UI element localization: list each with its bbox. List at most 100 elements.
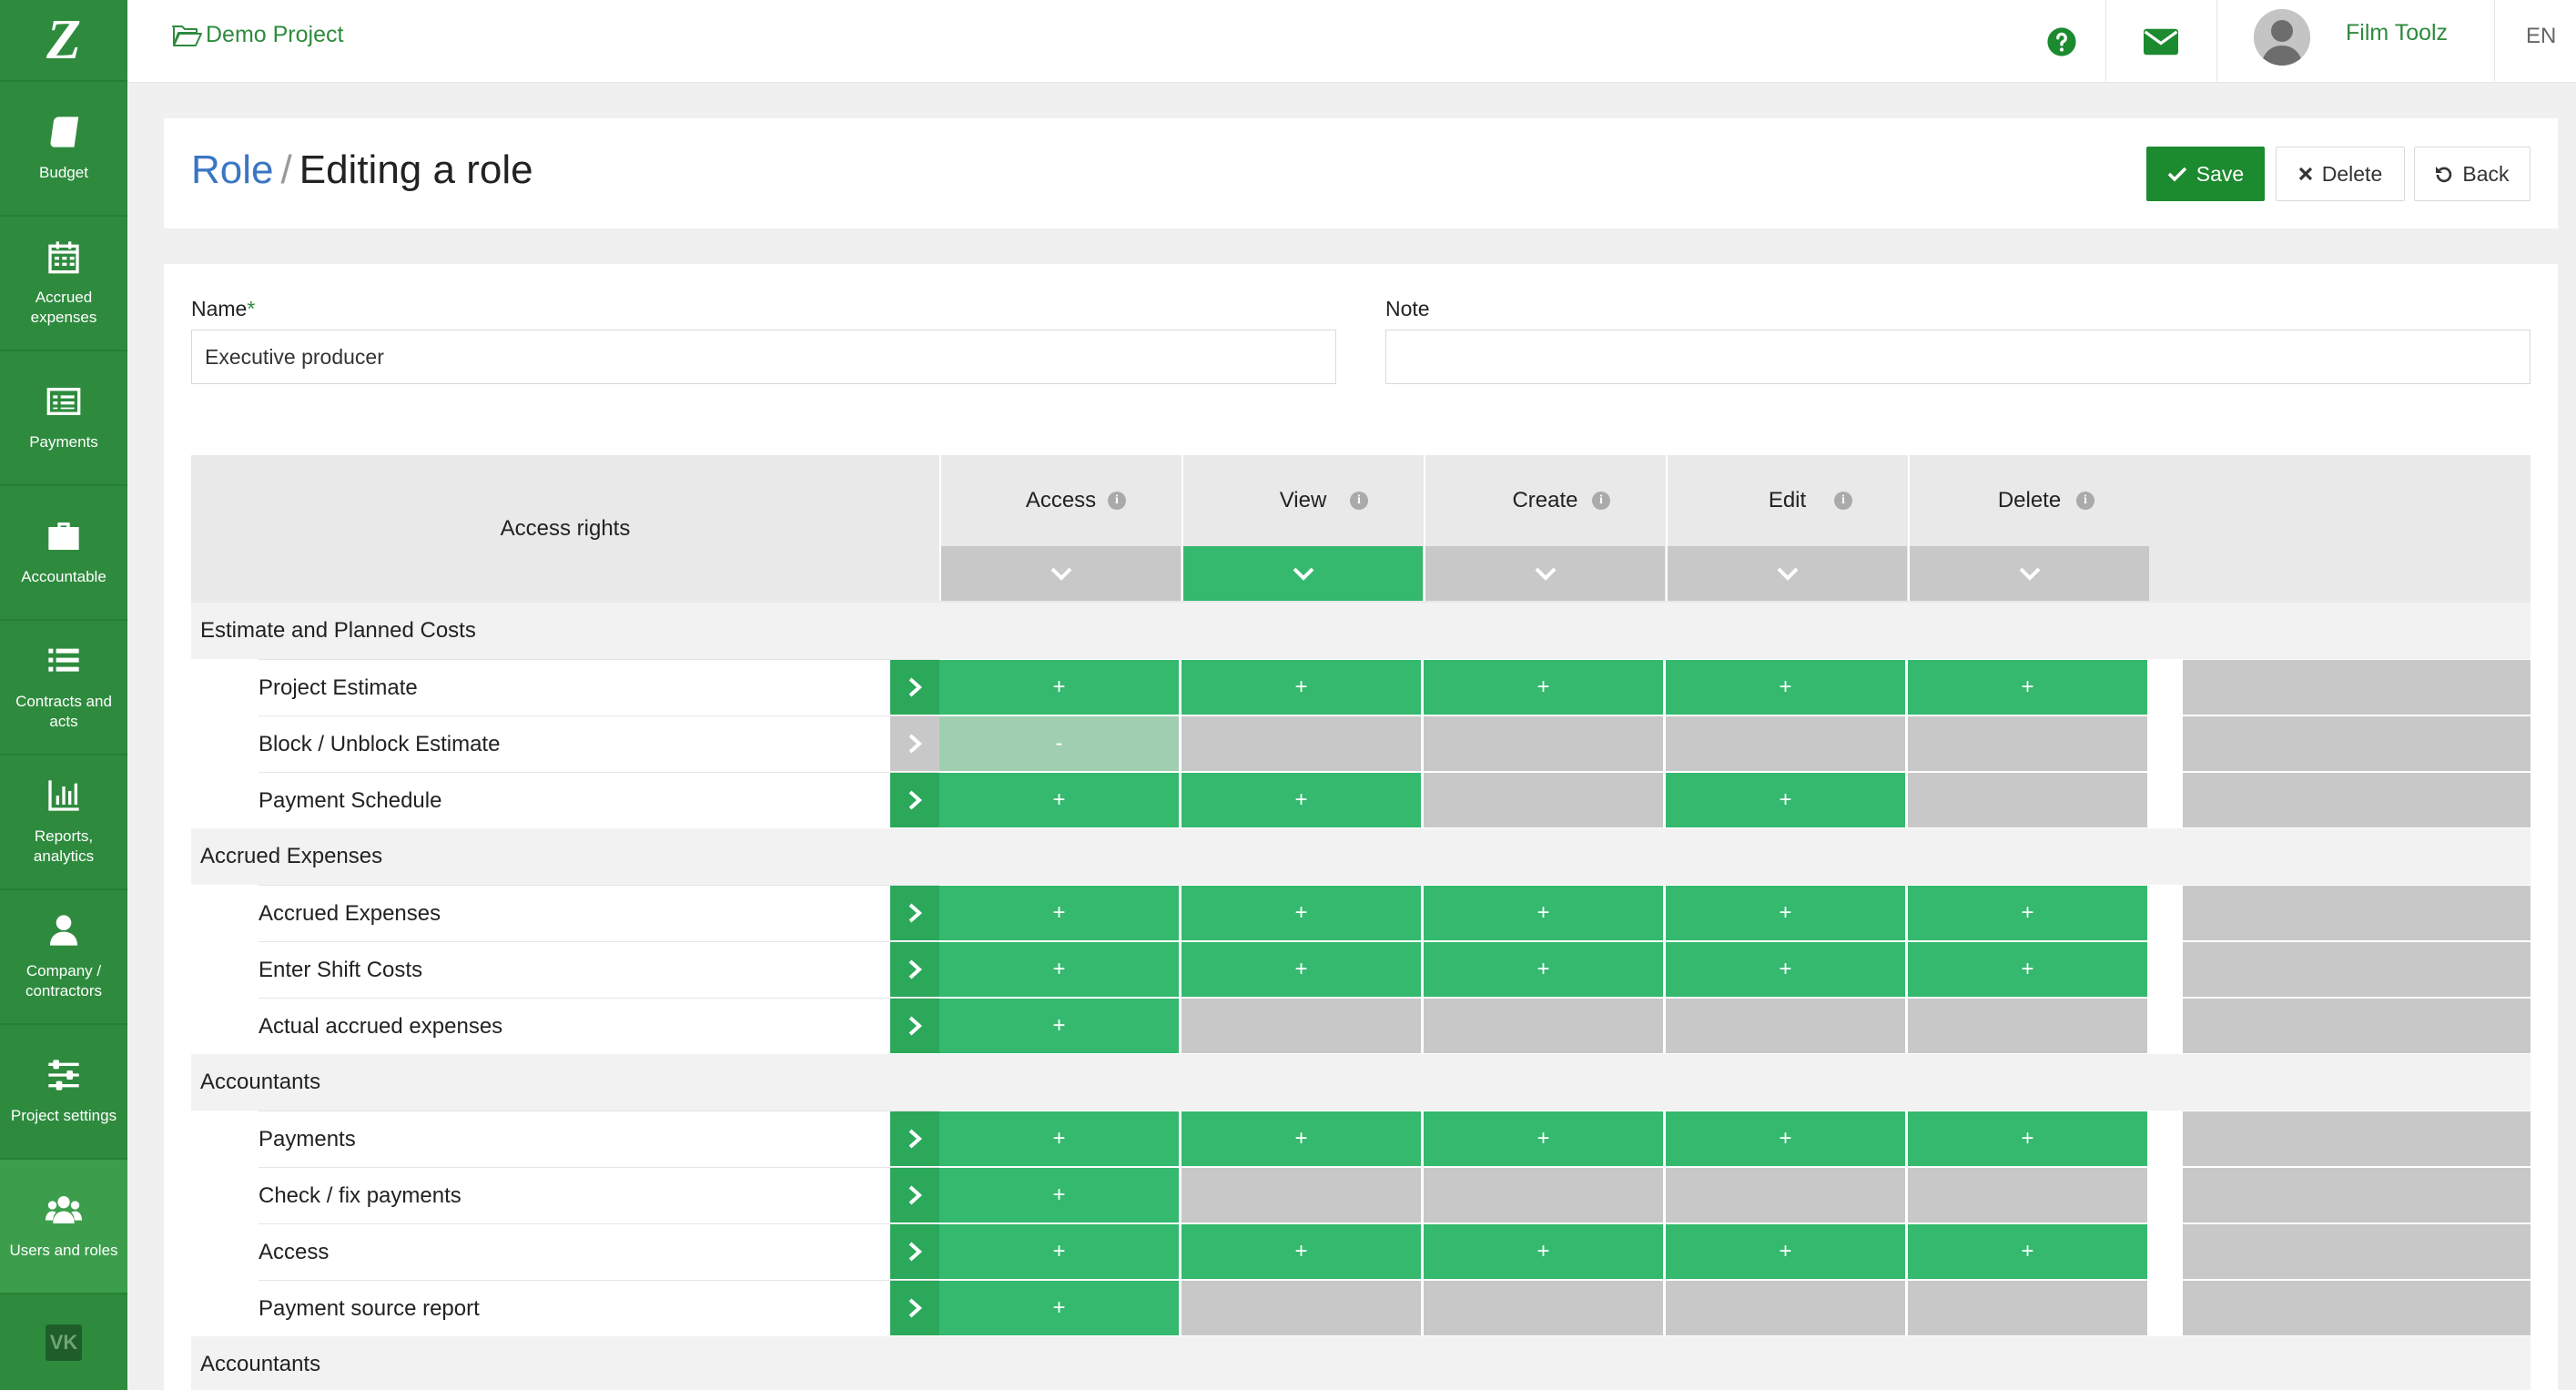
permission-cell-create[interactable]: +: [1424, 1224, 1663, 1279]
page-title: Role / Editing a role: [191, 147, 533, 192]
sidebar-item-project-settings[interactable]: Project settings: [0, 1025, 127, 1160]
role-breadcrumb-link[interactable]: Role: [191, 147, 274, 192]
permission-cell-edit[interactable]: +: [1666, 660, 1905, 715]
delete-button[interactable]: Delete: [2276, 147, 2405, 201]
permission-cell-view[interactable]: +: [1182, 773, 1421, 827]
column-toggle-access[interactable]: [939, 546, 1181, 601]
permission-cell-create[interactable]: +: [1424, 1111, 1663, 1166]
permission-name: Payments: [259, 1111, 939, 1167]
column-toggle-delete[interactable]: [1908, 546, 2149, 601]
permission-cell-delete[interactable]: [1908, 773, 2147, 827]
permission-cell-create[interactable]: +: [1424, 886, 1663, 940]
column-toggle-create[interactable]: [1424, 546, 1665, 601]
permission-cell-view[interactable]: [1182, 999, 1421, 1053]
permission-cell-access[interactable]: -: [939, 716, 1179, 771]
permission-cell-view[interactable]: [1182, 1281, 1421, 1335]
permission-cell-create[interactable]: [1424, 1281, 1663, 1335]
permission-cell-delete[interactable]: +: [1908, 942, 2147, 997]
app-logo[interactable]: Z: [0, 0, 127, 82]
row-toggle-button[interactable]: [890, 999, 939, 1053]
save-button[interactable]: Save: [2146, 147, 2265, 201]
permission-cell-edit[interactable]: [1666, 1168, 1905, 1223]
permission-cell-view[interactable]: +: [1182, 1224, 1421, 1279]
envelope-icon: [2144, 28, 2178, 55]
row-filler: [2183, 999, 2530, 1053]
permission-cell-edit[interactable]: +: [1666, 1224, 1905, 1279]
row-toggle-button[interactable]: [890, 660, 939, 715]
sidebar-item-reports-analytics[interactable]: Reports, analytics: [0, 756, 127, 890]
sidebar-item-accrued-expenses[interactable]: Accrued expenses: [0, 217, 127, 351]
back-button[interactable]: Back: [2414, 147, 2530, 201]
permission-cell-create[interactable]: [1424, 716, 1663, 771]
permission-cell-delete[interactable]: [1908, 1168, 2147, 1223]
permission-cell-edit[interactable]: [1666, 716, 1905, 771]
permission-cell-access[interactable]: +: [939, 1111, 1179, 1166]
row-toggle-button[interactable]: [890, 716, 939, 771]
info-icon[interactable]: i: [1108, 492, 1126, 510]
note-input[interactable]: [1385, 330, 2530, 384]
permission-cell-delete[interactable]: +: [1908, 886, 2147, 940]
name-input[interactable]: [191, 330, 1336, 384]
permission-cell-edit[interactable]: [1666, 1281, 1905, 1335]
permission-cell-edit[interactable]: +: [1666, 942, 1905, 997]
permission-cell-access[interactable]: +: [939, 999, 1179, 1053]
info-icon[interactable]: i: [2076, 492, 2094, 510]
sidebar-item-budget[interactable]: Budget: [0, 82, 127, 217]
permission-cell-access[interactable]: +: [939, 773, 1179, 827]
permission-cell-delete[interactable]: +: [1908, 1224, 2147, 1279]
permission-cell-view[interactable]: [1182, 716, 1421, 771]
project-selector[interactable]: Demo Project: [171, 22, 343, 48]
permission-cell-view[interactable]: +: [1182, 1111, 1421, 1166]
row-toggle-button[interactable]: [890, 942, 939, 997]
permission-cell-create[interactable]: [1424, 773, 1663, 827]
column-toggle-view[interactable]: [1182, 546, 1423, 601]
permission-cell-access[interactable]: +: [939, 942, 1179, 997]
language-selector[interactable]: EN: [2526, 24, 2557, 48]
permission-cell-access[interactable]: +: [939, 1281, 1179, 1335]
chevron-right-icon: [908, 903, 922, 923]
permission-cell-access[interactable]: +: [939, 1168, 1179, 1223]
info-icon[interactable]: i: [1834, 492, 1852, 510]
permission-cell-delete[interactable]: [1908, 999, 2147, 1053]
permission-cell-edit[interactable]: +: [1666, 886, 1905, 940]
permission-cell-create[interactable]: +: [1424, 660, 1663, 715]
row-toggle-button[interactable]: [890, 773, 939, 827]
help-button[interactable]: [2005, 0, 2118, 83]
permission-cell-edit[interactable]: +: [1666, 1111, 1905, 1166]
permission-cell-access[interactable]: +: [939, 886, 1179, 940]
messages-button[interactable]: [2105, 0, 2216, 83]
permission-cell-delete[interactable]: [1908, 1281, 2147, 1335]
permission-cell-create[interactable]: +: [1424, 942, 1663, 997]
avatar[interactable]: [2254, 9, 2310, 66]
vk-link[interactable]: VK: [0, 1294, 127, 1390]
table-row: Accrued Expenses + + + + +: [191, 885, 2530, 941]
permission-cell-view[interactable]: +: [1182, 942, 1421, 997]
info-icon[interactable]: i: [1350, 492, 1368, 510]
row-toggle-button[interactable]: [890, 1224, 939, 1279]
permission-cell-view[interactable]: +: [1182, 660, 1421, 715]
info-icon[interactable]: i: [1592, 492, 1610, 510]
permission-cell-edit[interactable]: [1666, 999, 1905, 1053]
permission-cell-access[interactable]: +: [939, 660, 1179, 715]
sidebar-item-company-contractors[interactable]: Company / contractors: [0, 890, 127, 1025]
row-toggle-button[interactable]: [890, 1281, 939, 1335]
permission-cell-delete[interactable]: +: [1908, 1111, 2147, 1166]
user-name[interactable]: Film Toolz: [2346, 20, 2449, 46]
permission-cell-access[interactable]: +: [939, 1224, 1179, 1279]
permission-cell-view[interactable]: [1182, 1168, 1421, 1223]
sidebar-item-accountable[interactable]: Accountable: [0, 486, 127, 621]
sidebar-item-contracts-and-acts[interactable]: Contracts and acts: [0, 621, 127, 756]
chevron-right-icon: [908, 734, 922, 754]
row-toggle-button[interactable]: [890, 1111, 939, 1166]
permission-cell-delete[interactable]: +: [1908, 660, 2147, 715]
sidebar-item-users-and-roles[interactable]: Users and roles: [0, 1160, 127, 1294]
permission-cell-create[interactable]: [1424, 1168, 1663, 1223]
sidebar-item-payments[interactable]: Payments: [0, 351, 127, 486]
permission-cell-delete[interactable]: [1908, 716, 2147, 771]
permission-cell-view[interactable]: +: [1182, 886, 1421, 940]
column-toggle-edit[interactable]: [1666, 546, 1907, 601]
row-toggle-button[interactable]: [890, 886, 939, 940]
permission-cell-edit[interactable]: +: [1666, 773, 1905, 827]
row-toggle-button[interactable]: [890, 1168, 939, 1223]
permission-cell-create[interactable]: [1424, 999, 1663, 1053]
